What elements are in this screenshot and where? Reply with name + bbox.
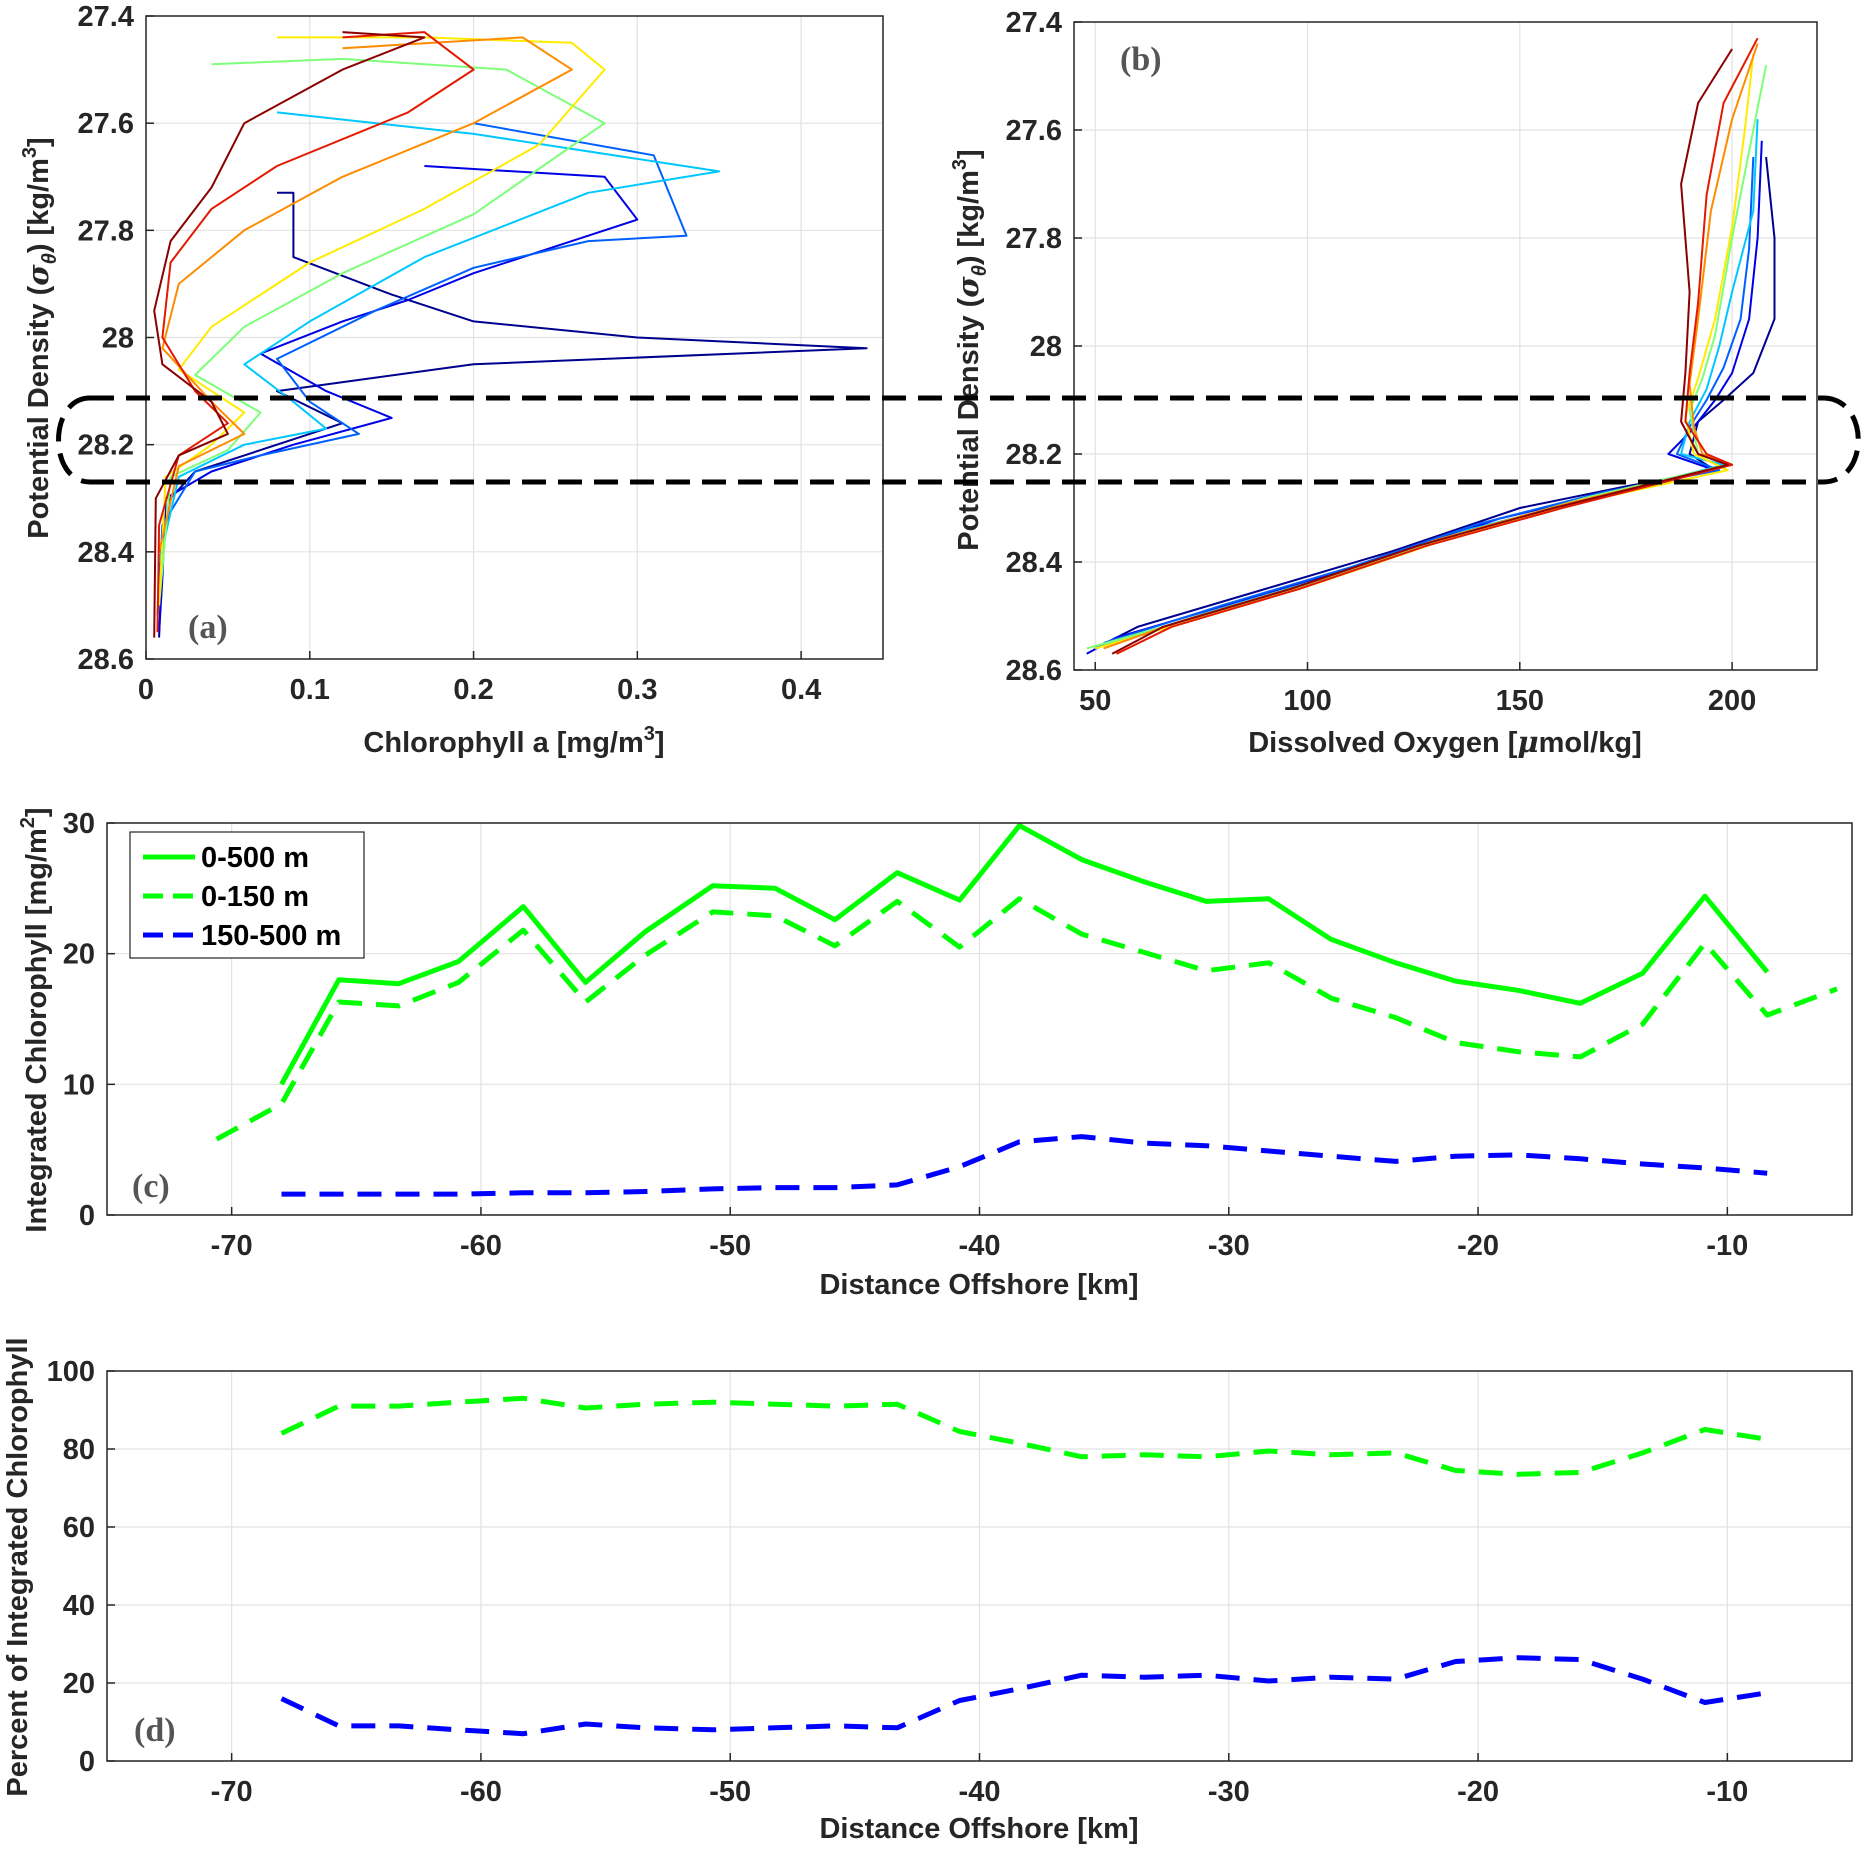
y-tick-label: 28.2 (78, 430, 134, 462)
band-left-cap (56, 395, 91, 485)
panel-c-xlabel: Distance Offshore [km] (819, 1269, 1138, 1301)
x-tick-label: 0.3 (617, 674, 657, 706)
y-tick-label: 28.4 (78, 537, 134, 569)
y-tick-label: 0 (79, 1746, 95, 1778)
x-tick-label: -70 (211, 1776, 253, 1808)
panel-b-ylabel: Potential Density (σθ) [kg/m3] (949, 149, 991, 550)
panel-c-ylabel: Integrated Chlorophyll [mg/m2] (17, 807, 53, 1232)
series-line-d-1 (280, 1395, 1768, 1477)
x-tick-label: 100 (1283, 685, 1331, 717)
panel-c-label: (c) (132, 1168, 170, 1205)
y-tick-label: 20 (63, 1668, 95, 1700)
series-line-b-5 (1086, 65, 1768, 650)
y-tick-label: 27.6 (78, 108, 134, 140)
y-tick-label: 27.4 (78, 1, 134, 33)
legend: 0-500 m 0-150 m 150-500 m (129, 831, 365, 959)
density-band-highlight (56, 395, 1861, 485)
panel-a-xlabel: Chlorophyll a [mg/m3] (363, 723, 664, 759)
y-tick-label: 27.8 (78, 215, 134, 247)
legend-label-150-500: 150-500 m (201, 920, 341, 952)
series-line-c-3 (281, 1134, 1768, 1197)
x-tick-label: 150 (1496, 685, 1544, 717)
band-right-cap (1822, 395, 1861, 485)
y-tick-label: 28.6 (78, 644, 134, 676)
x-tick-label: -40 (959, 1776, 1001, 1808)
x-tick-label: -60 (460, 1230, 502, 1262)
series-line-d-2 (280, 1655, 1768, 1737)
x-tick-label: 50 (1079, 685, 1111, 717)
x-tick-label: -50 (709, 1230, 751, 1262)
y-tick-label: 28.6 (1006, 655, 1062, 687)
series-line-b-1 (1094, 156, 1776, 650)
series-line-b-6 (1094, 54, 1755, 650)
panel-a: 0 0.1 0.2 0.3 0.427.427.627.82828.228.428.6 … (19, 1, 884, 759)
y-tick-label: 27.6 (1006, 115, 1062, 147)
x-tick-label: 0.1 (290, 674, 330, 706)
y-tick-label: 28.2 (1006, 439, 1062, 471)
x-tick-label: -10 (1706, 1230, 1748, 1262)
panel-d-ylabel: Percent of Integrated Chlorophyll (2, 1337, 34, 1796)
y-tick-label: 0 (79, 1200, 95, 1232)
x-tick-label: -20 (1457, 1230, 1499, 1262)
panel-a-ylabel: Potential Density (σθ) [kg/m3] (19, 137, 61, 538)
legend-label-0-500: 0-500 m (201, 842, 309, 874)
y-tick-label: 60 (63, 1512, 95, 1544)
x-tick-label: 0.4 (781, 674, 821, 706)
panel-c: -70 -60 -50 -40 -30 -20 -10 0 10 20 30 (c) Distanc… (17, 807, 1853, 1301)
series-line-a-9 (153, 31, 426, 638)
x-tick-label: 0.2 (453, 674, 493, 706)
y-tick-label: 27.4 (1006, 7, 1062, 39)
y-tick-label: 100 (47, 1356, 95, 1388)
panel-d-label: (d) (134, 1712, 176, 1749)
y-tick-label: 30 (63, 808, 95, 840)
series-line-b-3 (1103, 156, 1755, 644)
legend-label-0-150: 0-150 m (201, 881, 309, 913)
x-tick-label: -10 (1706, 1776, 1748, 1808)
x-tick-label: -70 (211, 1230, 253, 1262)
y-tick-label: 10 (63, 1069, 95, 1101)
x-tick-label: 200 (1708, 685, 1756, 717)
x-tick-label: 0 (138, 674, 154, 706)
y-tick-label: 80 (63, 1434, 95, 1466)
panel-a-label: (a) (188, 609, 228, 646)
series-line-a-4 (158, 111, 721, 563)
y-tick-label: 28.4 (1006, 547, 1062, 579)
series-line-b-9 (1111, 48, 1733, 655)
panel-b: 50 100 150 200 27.4 27.6 27.8 28 28.2 28.4 28.6 (b… (949, 7, 1818, 759)
x-tick-label: -40 (959, 1230, 1001, 1262)
x-tick-label: -50 (709, 1776, 751, 1808)
x-tick-label: -20 (1457, 1776, 1499, 1808)
x-tick-label: -60 (460, 1776, 502, 1808)
x-tick-label: -30 (1208, 1230, 1250, 1262)
series-line-b-4 (1094, 119, 1759, 650)
panel-b-label: (b) (1120, 41, 1162, 78)
y-tick-label: 40 (63, 1590, 95, 1622)
series-line-a-5 (158, 57, 606, 606)
series-line-a-7 (158, 36, 573, 553)
series-line-a-3 (156, 122, 688, 617)
panel-d: -70 -60 -50 -40 -30 -20 -10 0 20 40 60 80 100 (d) Di… (2, 1337, 1853, 1845)
series-line-c-1 (279, 823, 1770, 1086)
y-tick-label: 28 (1030, 331, 1062, 363)
legend-box (129, 831, 365, 959)
panel-d-xlabel: Distance Offshore [km] (819, 1813, 1138, 1845)
series-line-c-2 (215, 896, 1838, 1142)
y-tick-label: 27.8 (1006, 223, 1062, 255)
series-line-a-1 (158, 191, 868, 638)
panel-b-xlabel: Dissolved Oxygen [μmol/kg] (1248, 725, 1642, 759)
y-tick-label: 28 (102, 323, 134, 355)
series-line-a-6 (158, 36, 606, 606)
x-tick-label: -30 (1208, 1776, 1250, 1808)
y-tick-label: 20 (63, 939, 95, 971)
series-line-b-8 (1116, 37, 1759, 655)
